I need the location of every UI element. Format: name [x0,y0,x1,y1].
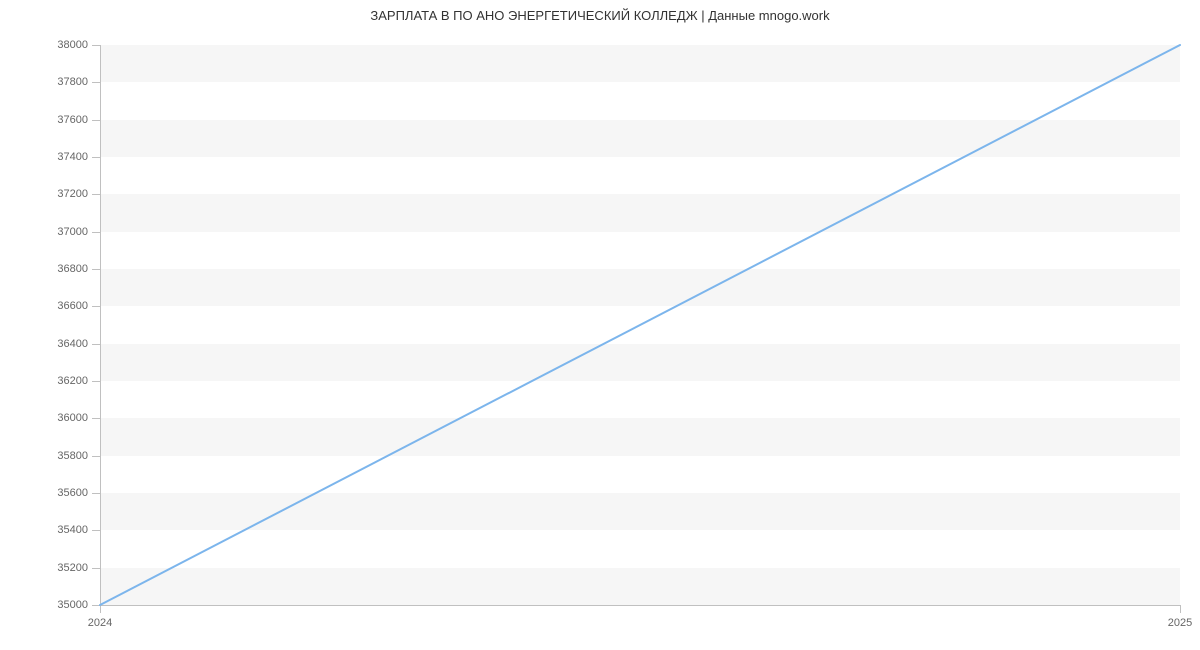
x-tick [100,605,101,613]
x-tick [1180,605,1181,613]
y-tick [92,232,100,233]
x-tick-label: 2024 [88,617,112,629]
y-tick-label: 36600 [28,300,88,312]
y-tick-label: 35200 [28,562,88,574]
y-tick-label: 37400 [28,151,88,163]
line-layer [100,45,1180,605]
y-tick [92,306,100,307]
y-tick [92,418,100,419]
series-line [100,45,1180,605]
y-tick [92,568,100,569]
y-tick-label: 37200 [28,188,88,200]
y-tick [92,344,100,345]
y-tick-label: 35600 [28,487,88,499]
y-tick-label: 36200 [28,375,88,387]
y-tick [92,194,100,195]
y-tick-label: 35800 [28,450,88,462]
y-tick [92,605,100,606]
y-tick [92,493,100,494]
y-tick [92,530,100,531]
y-tick-label: 38000 [28,39,88,51]
y-tick [92,157,100,158]
y-tick-label: 36800 [28,263,88,275]
y-tick [92,45,100,46]
chart-title: ЗАРПЛАТА В ПО АНО ЭНЕРГЕТИЧЕСКИЙ КОЛЛЕДЖ… [0,8,1200,23]
y-tick-label: 37600 [28,114,88,126]
y-tick-label: 36000 [28,412,88,424]
y-tick [92,82,100,83]
y-tick [92,456,100,457]
chart-container: ЗАРПЛАТА В ПО АНО ЭНЕРГЕТИЧЕСКИЙ КОЛЛЕДЖ… [0,0,1200,650]
y-tick-label: 35400 [28,524,88,536]
x-axis-line [100,605,1180,606]
plot-area: 3500035200354003560035800360003620036400… [100,45,1180,605]
x-tick-label: 2025 [1168,617,1192,629]
y-tick [92,381,100,382]
y-tick-label: 37000 [28,226,88,238]
y-tick-label: 37800 [28,76,88,88]
y-tick-label: 35000 [28,599,88,611]
y-tick-label: 36400 [28,338,88,350]
y-tick [92,269,100,270]
y-tick [92,120,100,121]
